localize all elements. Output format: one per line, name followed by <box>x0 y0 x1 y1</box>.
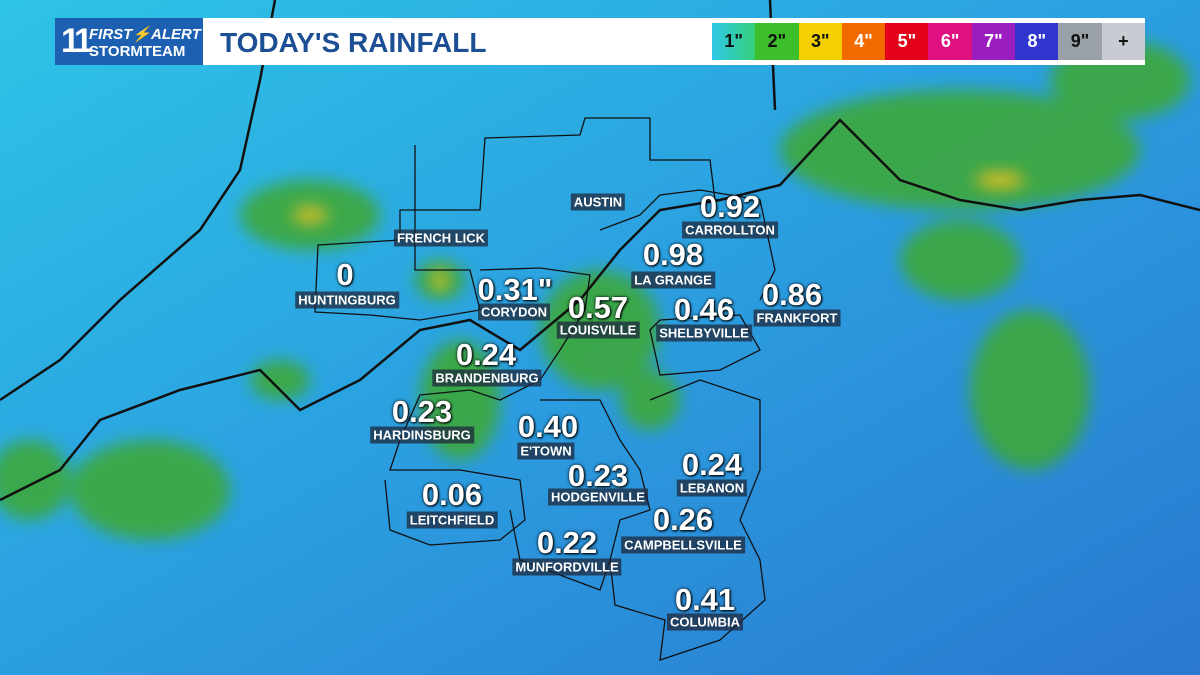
legend-label: 2" <box>755 23 799 60</box>
rain-total: 0.40 <box>517 409 579 444</box>
city-label: HUNTINGBURG <box>295 291 399 309</box>
station-logo: 11 FIRST⚡ALERT STORMTEAM <box>55 18 203 65</box>
rain-total: 0.24 <box>455 337 517 372</box>
rain-total: 0.22 <box>536 525 598 560</box>
city-label: MUNFORDVILLE <box>512 558 622 576</box>
rain-total: 0.86 <box>761 277 823 312</box>
city-label: CAMPBELLSVILLE <box>621 536 745 554</box>
city-label: HARDINSBURG <box>370 426 474 444</box>
legend-label: 3" <box>798 23 842 60</box>
legend: 1" 2" 3" 4" 5" 6" 7" 8" 9" + <box>712 23 1145 60</box>
rain-total: 0 <box>336 257 354 292</box>
rain-total: 0.26 <box>652 502 714 537</box>
rain-total: 0.06 <box>421 477 483 512</box>
city-label: LEBANON <box>676 479 748 497</box>
rain-total: 0.31" <box>477 272 553 307</box>
city-label: LOUISVILLE <box>556 321 640 339</box>
rain-total: 0.92 <box>699 189 761 224</box>
city-label: BRANDENBURG <box>432 369 542 387</box>
city-label: SHELBYVILLE <box>656 324 752 342</box>
logo-first: FIRST <box>89 26 133 43</box>
rain-total: 0.23 <box>391 394 453 429</box>
legend-label: 6" <box>928 23 972 60</box>
city-label: LEITCHFIELD <box>406 511 498 529</box>
city-label: CARROLLTON <box>682 221 778 239</box>
city-label: FRANKFORT <box>753 309 841 327</box>
logo-stormteam: STORMTEAM <box>89 43 186 60</box>
legend-label: 4" <box>841 23 886 60</box>
legend-label: 9" <box>1058 23 1102 60</box>
legend-label: 1" <box>712 23 756 60</box>
rain-total: 0.41 <box>674 582 736 617</box>
rain-total: 0.46 <box>673 292 735 327</box>
title: TODAY'S RAINFALL <box>220 27 487 58</box>
city-label: COLUMBIA <box>666 613 744 631</box>
city-label: CORYDON <box>478 303 550 321</box>
rain-total: 0.98 <box>642 237 704 272</box>
legend-label: 5" <box>885 23 929 60</box>
legend-label: + <box>1101 23 1145 60</box>
rain-total: 0.23 <box>567 458 629 493</box>
city-label: E'TOWN <box>517 442 575 460</box>
rain-total: 0.57 <box>567 290 629 325</box>
rain-total: 0.24 <box>681 447 743 482</box>
logo-number: 11 <box>61 22 93 60</box>
legend-label: 8" <box>1015 23 1059 60</box>
city-label: FRENCH LICK <box>393 229 489 247</box>
logo-alert: ALERT <box>151 26 201 43</box>
city-label: AUSTIN <box>570 193 626 211</box>
city-label: LA GRANGE <box>631 271 715 289</box>
city-label: HODGENVILLE <box>548 488 648 506</box>
legend-label: 7" <box>971 23 1016 60</box>
